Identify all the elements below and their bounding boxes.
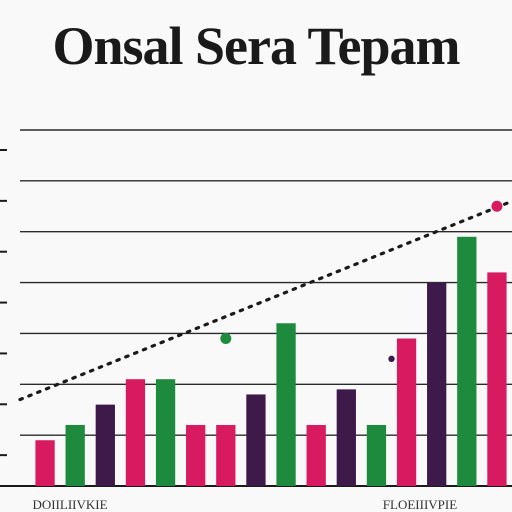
bar	[155, 379, 176, 486]
bar	[95, 404, 115, 486]
bar	[276, 323, 296, 486]
bar	[396, 338, 417, 486]
bar	[427, 282, 447, 486]
bar	[216, 424, 236, 486]
trend-line	[18, 199, 512, 402]
bar	[306, 424, 326, 486]
bar	[336, 389, 356, 486]
bar	[246, 394, 266, 486]
data-point	[220, 333, 232, 345]
chart-title: Onsal Sera Tepam	[52, 16, 460, 76]
data-point	[491, 200, 503, 212]
bar	[487, 272, 507, 486]
x-tick-label: DOIILIIVKIE	[32, 497, 107, 512]
point-layer	[220, 200, 503, 363]
bar	[186, 424, 206, 486]
trend-layer	[18, 199, 512, 402]
x-tick-label: FLOEIIIVPIE	[383, 497, 457, 512]
bar	[125, 379, 146, 486]
bar	[457, 236, 477, 486]
bar	[366, 424, 387, 486]
data-point	[388, 355, 395, 363]
label-layer: DOIILIIVKIE FLOEIIIVPIE	[32, 497, 457, 512]
bar	[35, 440, 55, 486]
bar	[65, 424, 85, 486]
bar-layer	[35, 236, 507, 486]
